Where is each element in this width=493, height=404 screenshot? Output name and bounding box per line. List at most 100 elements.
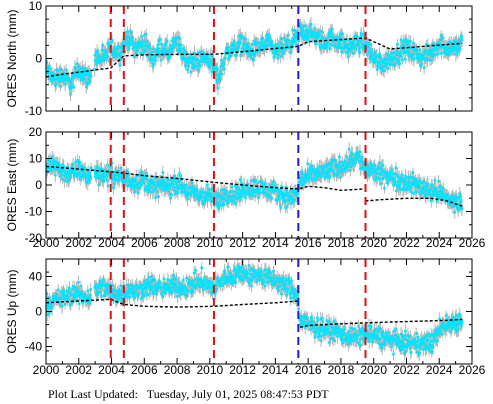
data-point bbox=[397, 179, 401, 183]
x-tick-label: 2006 bbox=[131, 236, 158, 250]
data-point bbox=[359, 39, 362, 43]
data-point bbox=[157, 184, 161, 188]
data-point bbox=[125, 169, 129, 172]
data-point bbox=[336, 36, 339, 39]
data-point bbox=[373, 53, 376, 57]
data-point bbox=[71, 72, 75, 76]
data-point bbox=[315, 172, 318, 175]
data-point bbox=[279, 206, 282, 210]
data-point bbox=[279, 203, 282, 207]
data-point bbox=[353, 162, 356, 166]
data-point bbox=[118, 52, 121, 56]
data-point bbox=[188, 58, 191, 61]
data-point bbox=[200, 189, 204, 193]
data-point bbox=[130, 39, 134, 43]
data-point bbox=[438, 194, 441, 197]
data-point bbox=[166, 178, 170, 181]
data-point bbox=[241, 48, 245, 52]
data-point bbox=[81, 79, 85, 82]
data-point bbox=[393, 180, 397, 184]
data-point bbox=[151, 179, 154, 183]
data-point bbox=[398, 62, 401, 66]
data-point bbox=[205, 191, 209, 195]
data-point bbox=[237, 189, 241, 192]
data-point bbox=[228, 190, 232, 193]
data-point bbox=[277, 53, 280, 57]
data-point bbox=[266, 38, 269, 41]
y-tick-label: -10 bbox=[25, 205, 43, 219]
data-point bbox=[254, 179, 258, 182]
data-point bbox=[233, 193, 236, 197]
data-point bbox=[121, 181, 125, 185]
data-point bbox=[107, 47, 110, 50]
data-point bbox=[142, 44, 145, 47]
data-point bbox=[249, 193, 252, 196]
data-point bbox=[155, 176, 158, 179]
model-line bbox=[46, 165, 463, 207]
data-point bbox=[230, 42, 234, 46]
data-point bbox=[432, 187, 436, 190]
data-point bbox=[175, 182, 178, 185]
data-points bbox=[46, 147, 464, 214]
data-point bbox=[309, 172, 312, 176]
data-point bbox=[52, 72, 56, 76]
data-point bbox=[252, 188, 255, 192]
data-point bbox=[291, 195, 294, 199]
data-point bbox=[331, 36, 335, 40]
data-point bbox=[102, 53, 105, 57]
data-point bbox=[123, 31, 127, 34]
data-point bbox=[94, 172, 98, 175]
data-point bbox=[104, 53, 108, 57]
data-point bbox=[373, 169, 377, 173]
data-point bbox=[165, 186, 169, 190]
data-point bbox=[402, 181, 406, 184]
data-point bbox=[68, 87, 72, 91]
data-point bbox=[103, 56, 106, 59]
data-point bbox=[143, 34, 146, 37]
data-point bbox=[197, 68, 200, 72]
data-point bbox=[430, 58, 433, 62]
data-point bbox=[128, 37, 132, 40]
data-point bbox=[181, 190, 185, 194]
data-point bbox=[404, 174, 407, 178]
data-point bbox=[238, 43, 241, 46]
y-tick-label: 10 bbox=[29, 0, 43, 13]
data-point bbox=[165, 49, 169, 52]
data-point bbox=[140, 34, 143, 38]
data-point bbox=[447, 195, 451, 199]
data-point bbox=[374, 175, 378, 178]
data-point bbox=[285, 39, 288, 42]
data-point bbox=[87, 172, 91, 176]
data-point bbox=[194, 189, 198, 193]
data-point bbox=[412, 41, 415, 45]
data-point bbox=[411, 171, 415, 174]
data-point bbox=[368, 172, 372, 175]
data-point bbox=[321, 31, 324, 34]
data-point bbox=[161, 47, 165, 50]
data-point bbox=[311, 33, 315, 37]
data-point bbox=[436, 48, 439, 52]
data-point bbox=[46, 71, 50, 75]
data-point bbox=[73, 172, 77, 175]
data-point bbox=[276, 187, 280, 191]
data-point bbox=[397, 186, 400, 190]
data-point bbox=[232, 199, 235, 202]
data-point bbox=[206, 56, 210, 59]
data-point bbox=[433, 179, 437, 182]
data-point bbox=[277, 191, 280, 195]
data-point bbox=[224, 193, 227, 196]
data-point bbox=[126, 173, 130, 177]
data-point bbox=[457, 202, 461, 206]
data-point bbox=[95, 62, 98, 66]
data-point bbox=[324, 37, 328, 41]
data-point bbox=[49, 167, 52, 170]
data-point bbox=[228, 54, 232, 58]
data-point bbox=[339, 175, 342, 179]
data-point bbox=[80, 175, 83, 179]
data-point bbox=[96, 174, 100, 177]
data-point bbox=[64, 68, 68, 72]
data-point bbox=[378, 66, 382, 69]
data-point bbox=[47, 69, 50, 72]
data-point bbox=[422, 180, 426, 183]
data-point bbox=[191, 186, 195, 190]
